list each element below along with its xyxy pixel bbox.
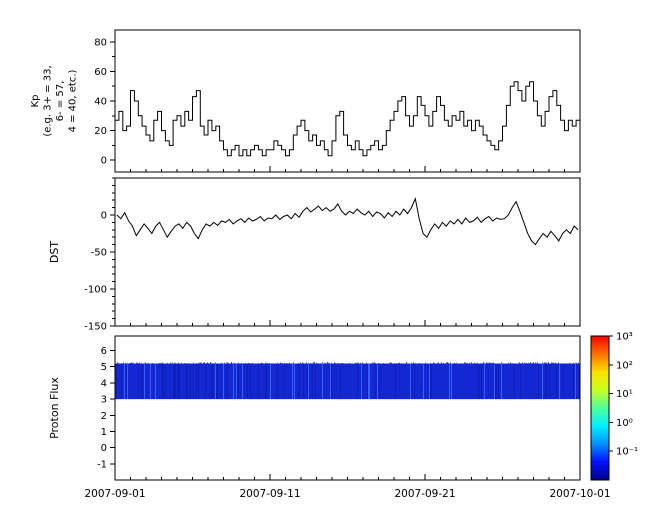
proton_flux-panel: 6 5 4 3 2 1 0 -1 Proton Flux [48, 335, 581, 481]
x-axis-labels: 2007-09-01 2007-09-11 2007-09-21 2007-10-01 [84, 488, 610, 500]
colorbar-tick-label: 10⁻¹ [616, 447, 638, 458]
kp-ylabel: (e.g. 3+ = 33, [43, 65, 54, 136]
dst-line [116, 197, 579, 246]
x-tick-label: 2007-09-11 [239, 488, 300, 500]
y-tick-label: 60 [94, 67, 107, 78]
kp-line [115, 81, 580, 157]
proton_flux-ylabel: Proton Flux [48, 377, 61, 439]
x-tick-label: 2007-09-01 [84, 488, 145, 500]
kp-ylabel: 6- = 57, [55, 81, 66, 122]
y-tick-label: 20 [94, 126, 107, 137]
x-tick-label: 2007-09-21 [394, 488, 455, 500]
dst-ylabel: DST [48, 241, 61, 263]
y-tick-label: 80 [94, 37, 107, 48]
colorbar-tick-label: 10³ [616, 332, 633, 343]
y-tick-label: -50 [91, 248, 107, 259]
y-tick-label: 6 [101, 346, 107, 357]
x-tick-label: 2007-10-01 [549, 488, 610, 500]
dst-panel: 0 -50 -100 -150 DST [48, 177, 581, 333]
y-tick-label: 40 [94, 97, 107, 108]
colorbar-tick-label: 10¹ [616, 389, 633, 400]
colorbar-tick-label: 10² [616, 360, 633, 371]
colorbar-gradient [591, 336, 609, 480]
y-tick-label: -150 [84, 322, 107, 333]
y-tick-label: 0 [101, 156, 107, 167]
proton-flux-band-texture [115, 362, 580, 400]
y-tick-label: 0 [101, 211, 107, 222]
kp-ylabel: 4 = 40, etc.) [68, 69, 79, 132]
y-tick-label: 5 [101, 362, 107, 373]
kp-panel: 80 60 40 20 0 Kp (e.g. 3+ = 33, 6- = 57, 4 = 40,… [30, 29, 581, 173]
y-tick-label: 4 [101, 378, 107, 389]
kp-ylabel: Kp [30, 95, 41, 108]
y-tick-label: 0 [101, 443, 107, 454]
proton_flux-frame [114, 335, 581, 481]
y-tick-label: -100 [84, 285, 107, 296]
colorbar: 10³ 10² 10¹ 10⁰ 10⁻¹ [590, 332, 638, 481]
y-tick-label: 3 [101, 395, 107, 406]
y-tick-label: 1 [101, 427, 107, 438]
y-tick-label: -1 [97, 459, 107, 470]
dst-frame [114, 177, 581, 327]
y-tick-label: 2 [101, 411, 107, 422]
colorbar-frame [590, 335, 610, 481]
kp-frame [114, 29, 581, 173]
colorbar-tick-label: 10⁰ [616, 418, 633, 429]
